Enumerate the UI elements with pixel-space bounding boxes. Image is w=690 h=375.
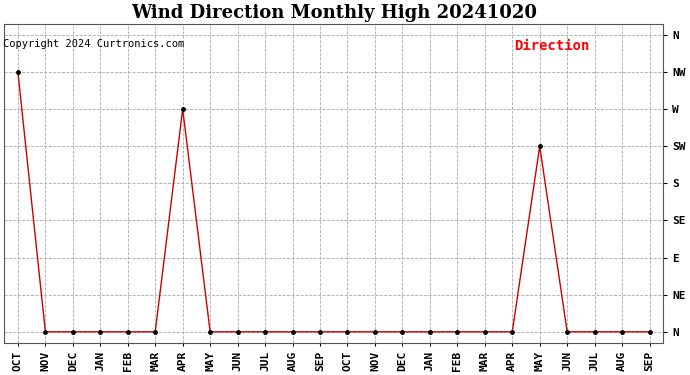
Title: Wind Direction Monthly High 20241020: Wind Direction Monthly High 20241020 xyxy=(130,4,537,22)
Text: Direction: Direction xyxy=(515,39,590,53)
Text: Copyright 2024 Curtronics.com: Copyright 2024 Curtronics.com xyxy=(3,39,185,50)
